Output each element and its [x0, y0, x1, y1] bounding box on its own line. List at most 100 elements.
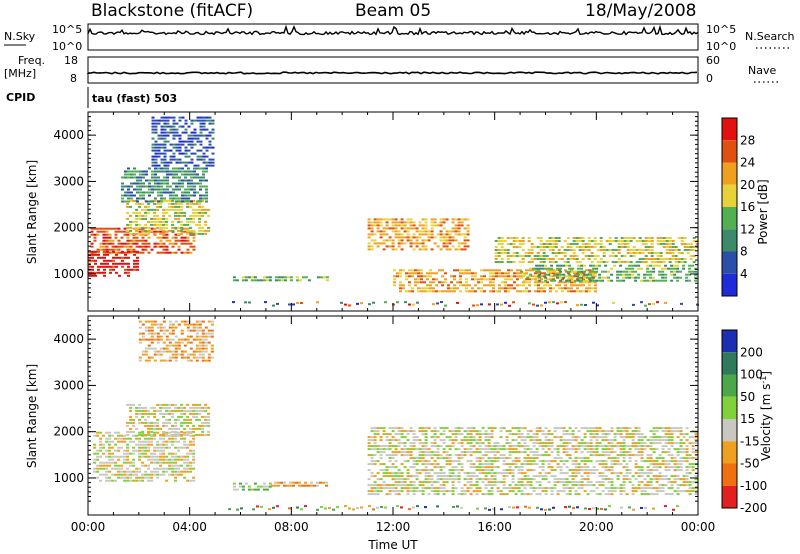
heatmap-cell	[635, 261, 639, 263]
heatmap-cell	[195, 412, 199, 415]
heatmap-cell	[579, 281, 582, 284]
heatmap-cell	[532, 439, 536, 442]
heatmap-cell	[138, 455, 142, 458]
heatmap-cell	[442, 433, 446, 436]
heatmap-cell	[138, 470, 142, 473]
heatmap-cell	[613, 264, 617, 267]
heatmap-cell	[202, 152, 206, 155]
heatmap-cell	[510, 275, 513, 278]
heatmap-cell	[424, 227, 428, 230]
heatmap-cell	[187, 191, 190, 194]
heatmap-cell	[165, 248, 169, 251]
heatmap-cell	[532, 303, 535, 306]
heatmap-cell	[448, 460, 452, 463]
heatmap-cell	[151, 185, 154, 188]
heatmap-cell	[418, 221, 422, 224]
heatmap-cell	[427, 427, 431, 430]
heatmap-cell	[373, 484, 377, 487]
heatmap-cell	[537, 275, 540, 278]
heatmap-cell	[130, 250, 133, 253]
heatmap-cell	[138, 449, 142, 452]
heatmap-cell	[574, 493, 578, 496]
heatmap-cell	[572, 240, 576, 242]
heatmap-cell	[543, 290, 546, 293]
heatmap-cell	[685, 478, 689, 481]
heatmap-cell	[559, 490, 563, 493]
heatmap-cell	[629, 237, 633, 239]
heatmap-cell	[147, 332, 151, 335]
heatmap-cell	[169, 143, 173, 146]
nsky-tick-bottom: 10^0	[52, 40, 82, 53]
heatmap-cell	[539, 258, 543, 260]
heatmap-cell	[448, 448, 452, 451]
heatmap-cell	[183, 476, 187, 479]
heatmap-cell	[102, 236, 106, 239]
heatmap-cell	[232, 276, 236, 279]
heatmap-cell	[192, 245, 196, 248]
heatmap-cell	[481, 454, 485, 457]
heatmap-cell	[136, 256, 139, 259]
heatmap-cell	[391, 463, 395, 466]
heatmap-cell	[535, 430, 539, 433]
heatmap-cell	[204, 359, 208, 362]
heatmap-cell	[628, 481, 632, 484]
heatmap-cell	[504, 278, 507, 281]
heatmap-cell	[415, 463, 419, 466]
heatmap-cell	[99, 479, 103, 482]
heatmap-cell	[616, 472, 620, 475]
heatmap-cell	[472, 451, 476, 454]
heatmap-cell	[490, 436, 494, 439]
heatmap-cell	[183, 446, 187, 449]
heatmap-cell	[549, 278, 552, 281]
heatmap-cell	[501, 272, 504, 275]
heatmap-cell	[367, 224, 371, 227]
heatmap-cell	[527, 252, 531, 254]
heatmap-cell	[187, 161, 191, 164]
heatmap-cell	[120, 242, 124, 245]
heatmap-cell	[198, 220, 202, 223]
heatmap-cell	[553, 487, 557, 490]
heatmap-cell	[487, 439, 491, 442]
heatmap-cell	[580, 439, 584, 442]
heatmap-cell	[117, 455, 121, 458]
heatmap-cell	[605, 240, 609, 242]
heatmap-cell	[157, 149, 161, 152]
heatmap-cell	[433, 463, 437, 466]
heatmap-cell	[136, 262, 139, 265]
heatmap-cell	[310, 481, 313, 484]
heatmap-cell	[670, 427, 674, 430]
heatmap-cell	[399, 272, 402, 275]
heatmap-cell	[168, 338, 172, 341]
heatmap-cell	[466, 472, 470, 475]
heatmap-cell	[183, 406, 187, 409]
heatmap-cell	[691, 264, 695, 267]
heatmap-cell	[538, 427, 542, 430]
heatmap-cell	[190, 134, 194, 137]
heatmap-cell	[683, 237, 687, 239]
heatmap-cell	[201, 205, 205, 208]
heatmap-cell	[177, 449, 181, 452]
heatmap-cell	[637, 484, 641, 487]
heatmap-cell	[148, 191, 151, 194]
heatmap-cell	[162, 458, 166, 461]
heatmap-cell	[186, 403, 190, 406]
heatmap-cell	[147, 202, 151, 205]
heatmap-cell	[529, 430, 533, 433]
heatmap-cell	[427, 478, 431, 481]
heatmap-cell	[144, 338, 148, 341]
heatmap-cell	[433, 439, 437, 442]
heatmap-cell	[616, 460, 620, 463]
heatmap-cell	[183, 427, 187, 430]
heatmap-cell	[685, 445, 689, 448]
heatmap-cell	[156, 220, 160, 223]
heatmap-cell	[426, 272, 429, 275]
heatmap-cell	[159, 473, 163, 476]
heatmap-cell	[568, 270, 572, 273]
heatmap-cell	[444, 278, 447, 281]
heatmap-cell	[610, 442, 614, 445]
heatmap-cell	[114, 227, 118, 230]
heatmap-cell	[521, 261, 525, 263]
heatmap-cell	[379, 445, 383, 448]
heatmap-cell	[160, 161, 164, 164]
heatmap-cell	[601, 484, 605, 487]
